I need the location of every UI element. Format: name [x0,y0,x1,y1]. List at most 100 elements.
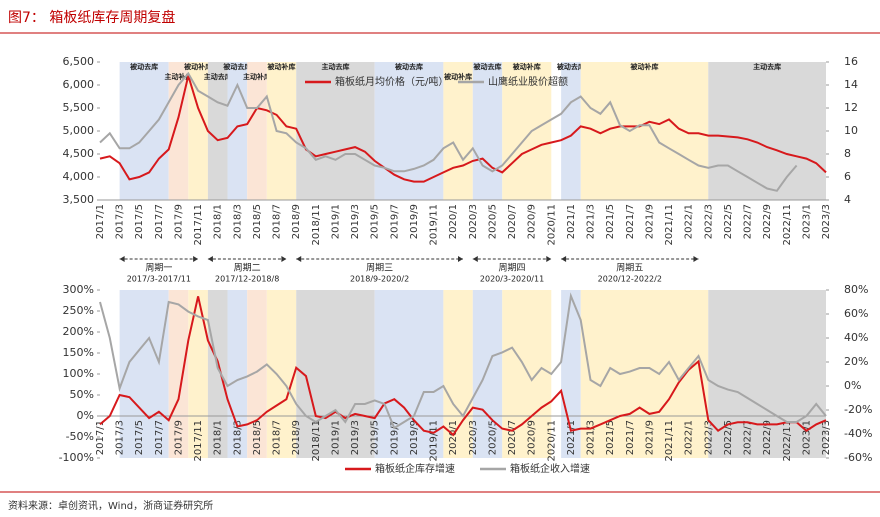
x-tick-label: 2022/7 [743,204,754,239]
phase-label: 被动去库 [395,62,423,71]
y-tick-label: 150% [63,346,94,359]
phase-band [708,62,826,200]
y2-tick-label: 4 [844,193,851,206]
x-tick-label: 2021/1 [566,420,577,455]
legend-label: 箱板纸月均价格（元/吨） [335,75,448,88]
x-tick-label: 2017/7 [154,420,165,455]
cycle-name: 周期四 [499,263,526,274]
y2-tick-label: 10 [844,124,858,137]
cycle-range: 2020/12-2022/2 [598,275,662,284]
cycle-range: 2020/3-2020/11 [480,275,544,284]
y-tick-label: 6,000 [63,78,95,91]
x-tick-label: 2023/3 [821,204,832,239]
x-tick-label: 2020/3 [468,420,479,455]
phase-band [247,62,267,200]
x-tick-label: 2022/1 [684,420,695,455]
x-tick-label: 2017/1 [95,420,106,455]
phase-band [119,290,169,458]
x-tick-label: 2021/7 [625,204,636,239]
y-tick-label: 50% [70,388,94,401]
series-line [99,71,827,183]
x-tick-label: 2018/5 [252,204,263,239]
figure-title: 图7： 箱板纸库存周期复盘 [8,9,175,26]
x-tick-label: 2021/11 [664,420,675,462]
phase-band [443,62,473,200]
y2-tick-label: 12 [844,101,858,114]
phase-label: 被动补库 [184,62,212,71]
x-tick-label: 2019/7 [389,420,400,455]
x-tick-label: 2021/1 [566,204,577,239]
x-tick-label: 2019/5 [370,204,381,239]
x-tick-label: 2020/7 [507,204,518,239]
x-tick-label: 2017/3 [115,204,126,239]
x-tick-label: 2018/11 [311,420,322,462]
x-tick-label: 2017/9 [173,420,184,455]
x-tick-label: 2023/1 [801,204,812,239]
y2-tick-label: 0% [844,379,861,392]
cycle-label-bg [611,263,648,274]
x-tick-label: 2019/11 [429,420,440,462]
x-tick-label: 2019/3 [350,420,361,455]
phase-label: 主动去库 [753,62,781,71]
phase-label: 被动去库 [223,62,251,71]
y-tick-label: 4,000 [63,170,95,183]
y-tick-label: -100% [59,451,94,464]
x-tick-label: 2020/11 [546,204,557,246]
y-tick-label: 200% [63,325,94,338]
x-tick-label: 2020/1 [448,204,459,239]
x-tick-label: 2021/7 [625,420,636,455]
y-tick-label: 4,500 [63,147,95,160]
phase-label: 主动补库 [243,72,271,81]
x-tick-label: 2020/1 [448,420,459,455]
y-tick-label: 5,000 [63,124,95,137]
phase-label: 被动补库 [268,62,296,71]
x-tick-label: 2018/5 [252,420,263,455]
cycle-name: 周期二 [234,263,261,274]
x-tick-label: 2018/7 [272,420,283,455]
x-tick-label: 2021/9 [644,204,655,239]
x-tick-label: 2021/11 [664,204,675,246]
y2-tick-label: 14 [844,78,858,91]
phase-band [580,290,709,458]
x-tick-label: 2017/5 [134,420,145,455]
y-tick-label: 6,500 [63,55,95,68]
x-tick-label: 2021/3 [586,204,597,239]
x-tick-label: 2019/9 [409,204,420,239]
y2-tick-label: -40% [844,427,872,440]
x-tick-label: 2022/11 [782,204,793,246]
x-tick-label: 2018/9 [291,420,302,455]
x-tick-label: 2019/1 [330,420,341,455]
legend-label: 箱板纸企库存增速 [375,462,455,475]
cycle-label-bg [361,263,398,274]
y2-tick-label: 80% [844,283,868,296]
y2-tick-label: -20% [844,403,872,416]
x-tick-label: 2022/1 [684,204,695,239]
x-tick-label: 2018/1 [213,204,224,239]
y-tick-label: 5,500 [63,101,95,114]
y2-tick-label: -60% [844,451,872,464]
x-tick-label: 2020/5 [487,420,498,455]
y-tick-label: 100% [63,367,94,380]
x-tick-label: 2020/9 [527,420,538,455]
x-tick-label: 2018/9 [291,204,302,239]
x-tick-label: 2018/3 [232,204,243,239]
phase-band [580,62,709,200]
x-tick-label: 2022/5 [723,204,734,239]
phase-label: 被动去库 [557,62,585,71]
legend-label: 山鹰纸业股价超额 [488,75,568,88]
phase-band [188,62,208,200]
y-tick-label: -50% [66,430,94,443]
x-tick-label: 2021/9 [644,420,655,455]
cycle-range: 2017/12-2018/8 [215,275,279,284]
y2-tick-label: 60% [844,307,868,320]
cycle-range: 2017/3-2017/11 [127,275,191,284]
x-tick-label: 2022/3 [703,420,714,455]
phase-label: 被动去库 [474,62,502,71]
x-tick-label: 2017/11 [193,420,204,462]
x-tick-label: 2017/7 [154,204,165,239]
phase-label: 被动补库 [513,62,541,71]
cycle-label-bg [229,263,266,274]
x-tick-label: 2019/9 [409,420,420,455]
phase-band [227,62,248,200]
